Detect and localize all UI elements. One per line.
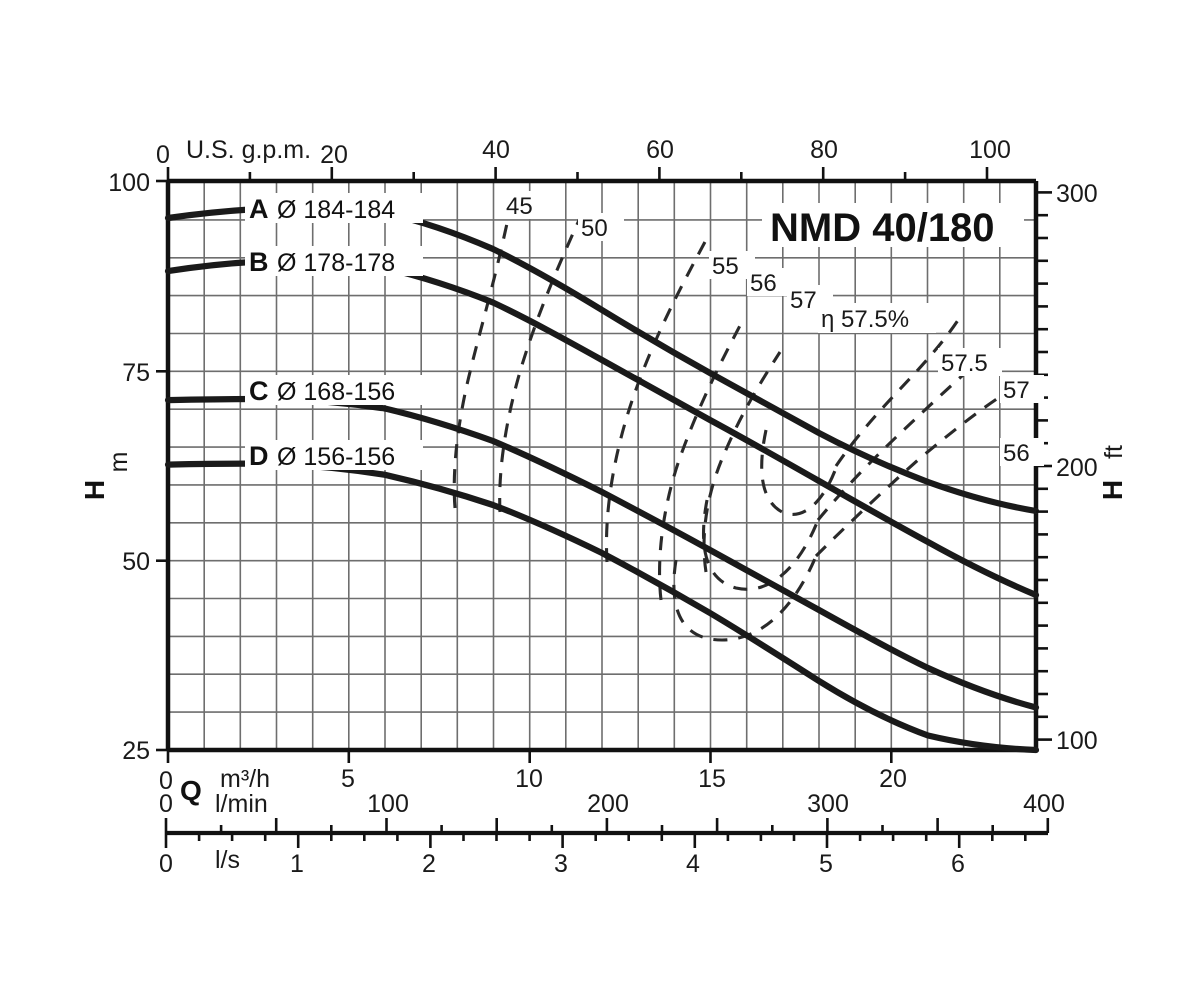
right-axis: 300 200 100 H ft [1036,180,1128,755]
right-tick-300: 300 [1056,180,1098,208]
efficiency-contour-575-right [834,313,964,467]
lpm-tick-400: 400 [1023,790,1065,818]
curve-label-D-diameter: Ø 156-156 [277,443,395,471]
efficiency-label-45: 45 [506,193,533,220]
lps-tick-4: 4 [686,850,700,878]
top-tick-80: 80 [810,136,838,164]
q-axis-unit: m³/h [220,765,270,793]
eta-efficiency-label: η 57.5% [821,306,909,333]
y-axis-unit: m [105,452,133,473]
efficiency-contour-56-left [658,317,746,601]
efficiency-contours [452,199,1021,642]
y-axis-symbol: H [79,480,110,500]
lpm-axis-unit: l/min [215,790,268,818]
q-tick-0: 0 [159,767,173,795]
y-tick-25: 25 [122,737,150,765]
efficiency-labels: 45 50 55 56 57 η 57.5% 57.5 57 56 [503,191,1044,467]
q-tick-5: 5 [341,765,355,793]
efficiency-label-56: 56 [750,270,777,297]
chart-title-group: NMD 40/180 [762,203,1024,250]
right-axis-symbol: H [1097,480,1128,500]
efficiency-loop-575 [760,429,838,516]
y-tick-100: 100 [108,169,150,197]
curve-labels: A Ø 184-184 B Ø 178-178 C Ø 168-156 D Ø … [245,193,423,471]
lpm-tick-300: 300 [807,790,849,818]
curve-label-A-letter: A [249,194,269,224]
eff-56-bg [747,268,793,296]
bottom-axis-lpm-lps: 0 l/min 100 200 300 400 [159,790,1065,878]
eta-label-bg [818,303,936,333]
top-axis: 0 U.S. g.p.m. 20 40 60 80 100 [156,136,1011,181]
lps-tick-5: 5 [819,850,833,878]
efficiency-contour-56-right [814,382,1021,558]
lpm-tick-200: 200 [587,790,629,818]
lpm-tick-100: 100 [367,790,409,818]
efficiency-label-57-5-right: 57.5 [941,350,988,377]
y-tick-75: 75 [122,359,150,387]
efficiency-contour-45 [452,199,514,509]
q-tick-15: 15 [698,765,726,793]
lps-tick-6: 6 [951,850,965,878]
curve-label-C-diameter: Ø 168-156 [277,378,395,406]
top-tick-60: 60 [646,136,674,164]
lps-tick-2: 2 [422,850,436,878]
eff-45-bg [503,191,549,219]
curve-label-A-diameter: Ø 184-184 [277,196,395,224]
lps-axis-unit: l/s [215,846,240,874]
efficiency-label-57-right: 57 [1003,377,1030,404]
eff-56-right-bg [1000,438,1044,466]
left-axis: 100 75 50 25 H m [79,169,168,765]
q-axis-symbol: Q [180,775,202,806]
top-tick-100: 100 [969,136,1011,164]
right-axis-unit: ft [1100,445,1128,459]
eff-575-right-bg [938,348,1002,376]
efficiency-label-56-right: 56 [1003,440,1030,467]
efficiency-label-57: 57 [790,287,817,314]
y-tick-50: 50 [122,548,150,576]
q-tick-20: 20 [879,765,907,793]
bottom-axis-q: 0 Q m³/h 5 10 15 20 [159,750,907,806]
curve-label-A-bg [245,193,423,223]
top-tick-0: 0 [156,141,170,169]
curve-label-D-bg [245,440,423,470]
lps-tick-3: 3 [554,850,568,878]
efficiency-label-50: 50 [581,215,608,242]
chart-title-bg [762,203,1024,247]
curve-label-B-letter: B [249,247,269,277]
efficiency-label-55: 55 [712,253,739,280]
curve-label-D-letter: D [249,441,269,471]
curve-label-B-diameter: Ø 178-178 [277,249,395,277]
eff-50-bg [578,213,624,241]
eff-57-right-bg [1000,375,1044,403]
curve-label-C-bg [245,375,423,405]
right-tick-200: 200 [1056,454,1098,482]
efficiency-contour-50 [498,217,582,513]
efficiency-loop-56 [672,555,818,642]
chart-title: NMD 40/180 [770,206,995,250]
lpm-tick-0: 0 [159,790,173,818]
curve-label-C-letter: C [249,376,269,406]
top-axis-unit: U.S. g.p.m. [186,136,311,164]
efficiency-loop-57 [701,499,820,591]
right-tick-100: 100 [1056,727,1098,755]
lps-tick-1: 1 [290,850,304,878]
curve-label-B-bg [245,246,423,276]
lps-tick-0: 0 [159,850,173,878]
top-tick-40: 40 [482,136,510,164]
top-tick-20: 20 [320,141,348,169]
q-tick-10: 10 [515,765,543,793]
